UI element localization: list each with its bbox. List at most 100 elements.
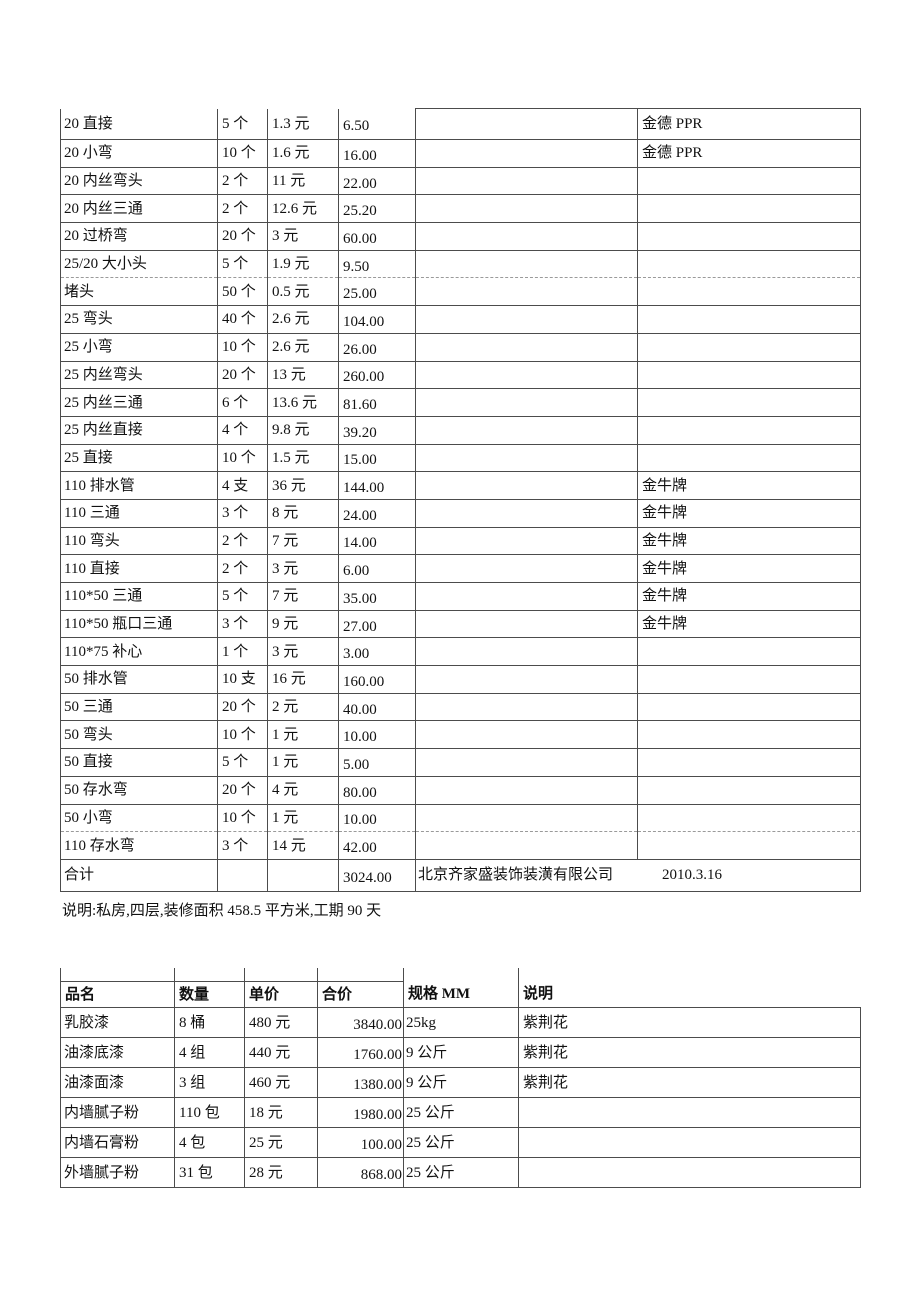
table-row: 25 小弯 10 个 2.6 元 26.00: [60, 332, 861, 362]
item-name-cell: 110 直接: [60, 554, 218, 583]
unit-price-cell: 1 元: [267, 720, 339, 750]
header-total: 合价: [317, 981, 404, 1008]
empty-cell: [415, 222, 638, 251]
brand-cell: [637, 692, 861, 722]
company-name: 北京齐家盛装饰装潢有限公司: [418, 867, 614, 884]
brand-cell: [637, 443, 861, 473]
empty-cell: [415, 471, 638, 500]
header-row: 品名 数量 单价 合价: [60, 981, 861, 1008]
brand-cell: [637, 415, 861, 445]
quantity-cell: 10 支: [217, 665, 268, 694]
quantity-cell: 31 包: [174, 1157, 245, 1188]
total-cell: 5.00: [338, 748, 416, 777]
item-name-cell: 25 小弯: [60, 332, 218, 362]
note-cell: [518, 1127, 861, 1158]
header-spacer-row: 规格 MM 说明: [60, 968, 861, 1008]
item-name-cell: 110 弯头: [60, 526, 218, 556]
item-name-cell: 20 过桥弯: [60, 222, 218, 251]
unit-price-cell: 9 元: [267, 609, 339, 639]
brand-cell: [637, 831, 861, 860]
quantity-cell: 40 个: [217, 305, 268, 334]
materials-rows: 20 直接 5 个 1.3 元 6.50 金德 PPR 20 小弯 10 个 1.6 元 16.…: [60, 108, 861, 860]
total-cell: 25.00: [338, 277, 416, 307]
table-row: 堵头 50 个 0.5 元 25.00: [60, 277, 861, 307]
unit-price-cell: 1.3 元: [267, 108, 339, 140]
unit-price-cell: 440 元: [244, 1037, 318, 1068]
spec-cell: 25 公斤: [403, 1127, 519, 1158]
brand-cell: 金牛牌: [637, 554, 861, 583]
unit-price-cell: 4 元: [267, 775, 339, 805]
quantity-cell: 5 个: [217, 249, 268, 279]
spec-cell: 25 公斤: [403, 1157, 519, 1188]
quantity-cell: 2 个: [217, 554, 268, 583]
empty-cell: [415, 332, 638, 362]
item-name-cell: 50 小弯: [60, 803, 218, 833]
table-row: 内墙腻子粉 110 包 18 元 1980.00 25 公斤: [60, 1097, 861, 1128]
quantity-cell: 5 个: [217, 748, 268, 777]
unit-price-cell: 2.6 元: [267, 332, 339, 362]
header-spacer-cell: [244, 968, 318, 982]
item-name-cell: 25 内丝三通: [60, 388, 218, 417]
table-row: 外墙腻子粉 31 包 28 元 868.00 25 公斤: [60, 1157, 861, 1188]
company-date-cell: 北京齐家盛装饰装潢有限公司 2010.3.16: [415, 858, 861, 892]
quantity-cell: 4 包: [174, 1127, 245, 1158]
unit-price-cell: 7 元: [267, 526, 339, 556]
table-row: 20 直接 5 个 1.3 元 6.50 金德 PPR: [60, 108, 861, 140]
spec-cell: 25 公斤: [403, 1097, 519, 1128]
unit-price-cell: 1.6 元: [267, 139, 339, 168]
item-name-cell: 110 三通: [60, 498, 218, 528]
note-cell: 紫荆花: [518, 1037, 861, 1068]
brand-cell: [637, 360, 861, 390]
item-name-cell: 20 内丝弯头: [60, 166, 218, 196]
quantity-cell: 20 个: [217, 775, 268, 805]
unit-price-cell: 13 元: [267, 360, 339, 390]
total-cell: 10.00: [338, 803, 416, 833]
table-row: 乳胶漆 8 桶 480 元 3840.00 25kg 紫荆花: [60, 1007, 861, 1038]
table-row: 20 内丝三通 2 个 12.6 元 25.20: [60, 194, 861, 224]
item-name-cell: 内墙腻子粉: [60, 1097, 175, 1128]
empty-cell: [415, 415, 638, 445]
unit-price-cell: 1 元: [267, 803, 339, 833]
total-cell: 15.00: [338, 443, 416, 473]
item-name-cell: 乳胶漆: [60, 1007, 175, 1038]
unit-price-cell: 3 元: [267, 554, 339, 583]
quantity-cell: 1 个: [217, 637, 268, 667]
total-cell: 3.00: [338, 637, 416, 667]
item-name-cell: 110*75 补心: [60, 637, 218, 667]
unit-price-cell: 11 元: [267, 166, 339, 196]
unit-price-cell: 1.9 元: [267, 249, 339, 279]
unit-price-cell: 36 元: [267, 471, 339, 500]
empty-cell: [415, 803, 638, 833]
item-name-cell: 内墙石膏粉: [60, 1127, 175, 1158]
item-name-cell: 25 弯头: [60, 305, 218, 334]
item-name-cell: 110*50 三通: [60, 582, 218, 611]
summary-label-cell: 合计: [60, 858, 218, 892]
item-name-cell: 20 内丝三通: [60, 194, 218, 224]
item-name-cell: 50 直接: [60, 748, 218, 777]
unit-price-cell: 1.5 元: [267, 443, 339, 473]
empty-cell: [415, 637, 638, 667]
quantity-cell: 8 桶: [174, 1007, 245, 1038]
total-cell: 42.00: [338, 831, 416, 860]
total-cell: 80.00: [338, 775, 416, 805]
brand-cell: 金德 PPR: [637, 108, 861, 140]
quantity-cell: 3 个: [217, 609, 268, 639]
quantity-cell: 10 个: [217, 803, 268, 833]
unit-price-cell: 2 元: [267, 692, 339, 722]
item-name-cell: 20 直接: [60, 108, 218, 140]
item-name-cell: 50 排水管: [60, 665, 218, 694]
table-row: 25 内丝三通 6 个 13.6 元 81.60: [60, 388, 861, 417]
total-cell: 104.00: [338, 305, 416, 334]
header-spacer-cell: [60, 968, 175, 982]
empty-cell: [415, 305, 638, 334]
total-cell: 39.20: [338, 415, 416, 445]
total-cell: 1760.00: [317, 1037, 404, 1068]
header-qty: 数量: [174, 981, 245, 1008]
table-row: 25 内丝直接 4 个 9.8 元 39.20: [60, 415, 861, 445]
header-note: 说明: [518, 968, 861, 1008]
table-row: 内墙石膏粉 4 包 25 元 100.00 25 公斤: [60, 1127, 861, 1158]
